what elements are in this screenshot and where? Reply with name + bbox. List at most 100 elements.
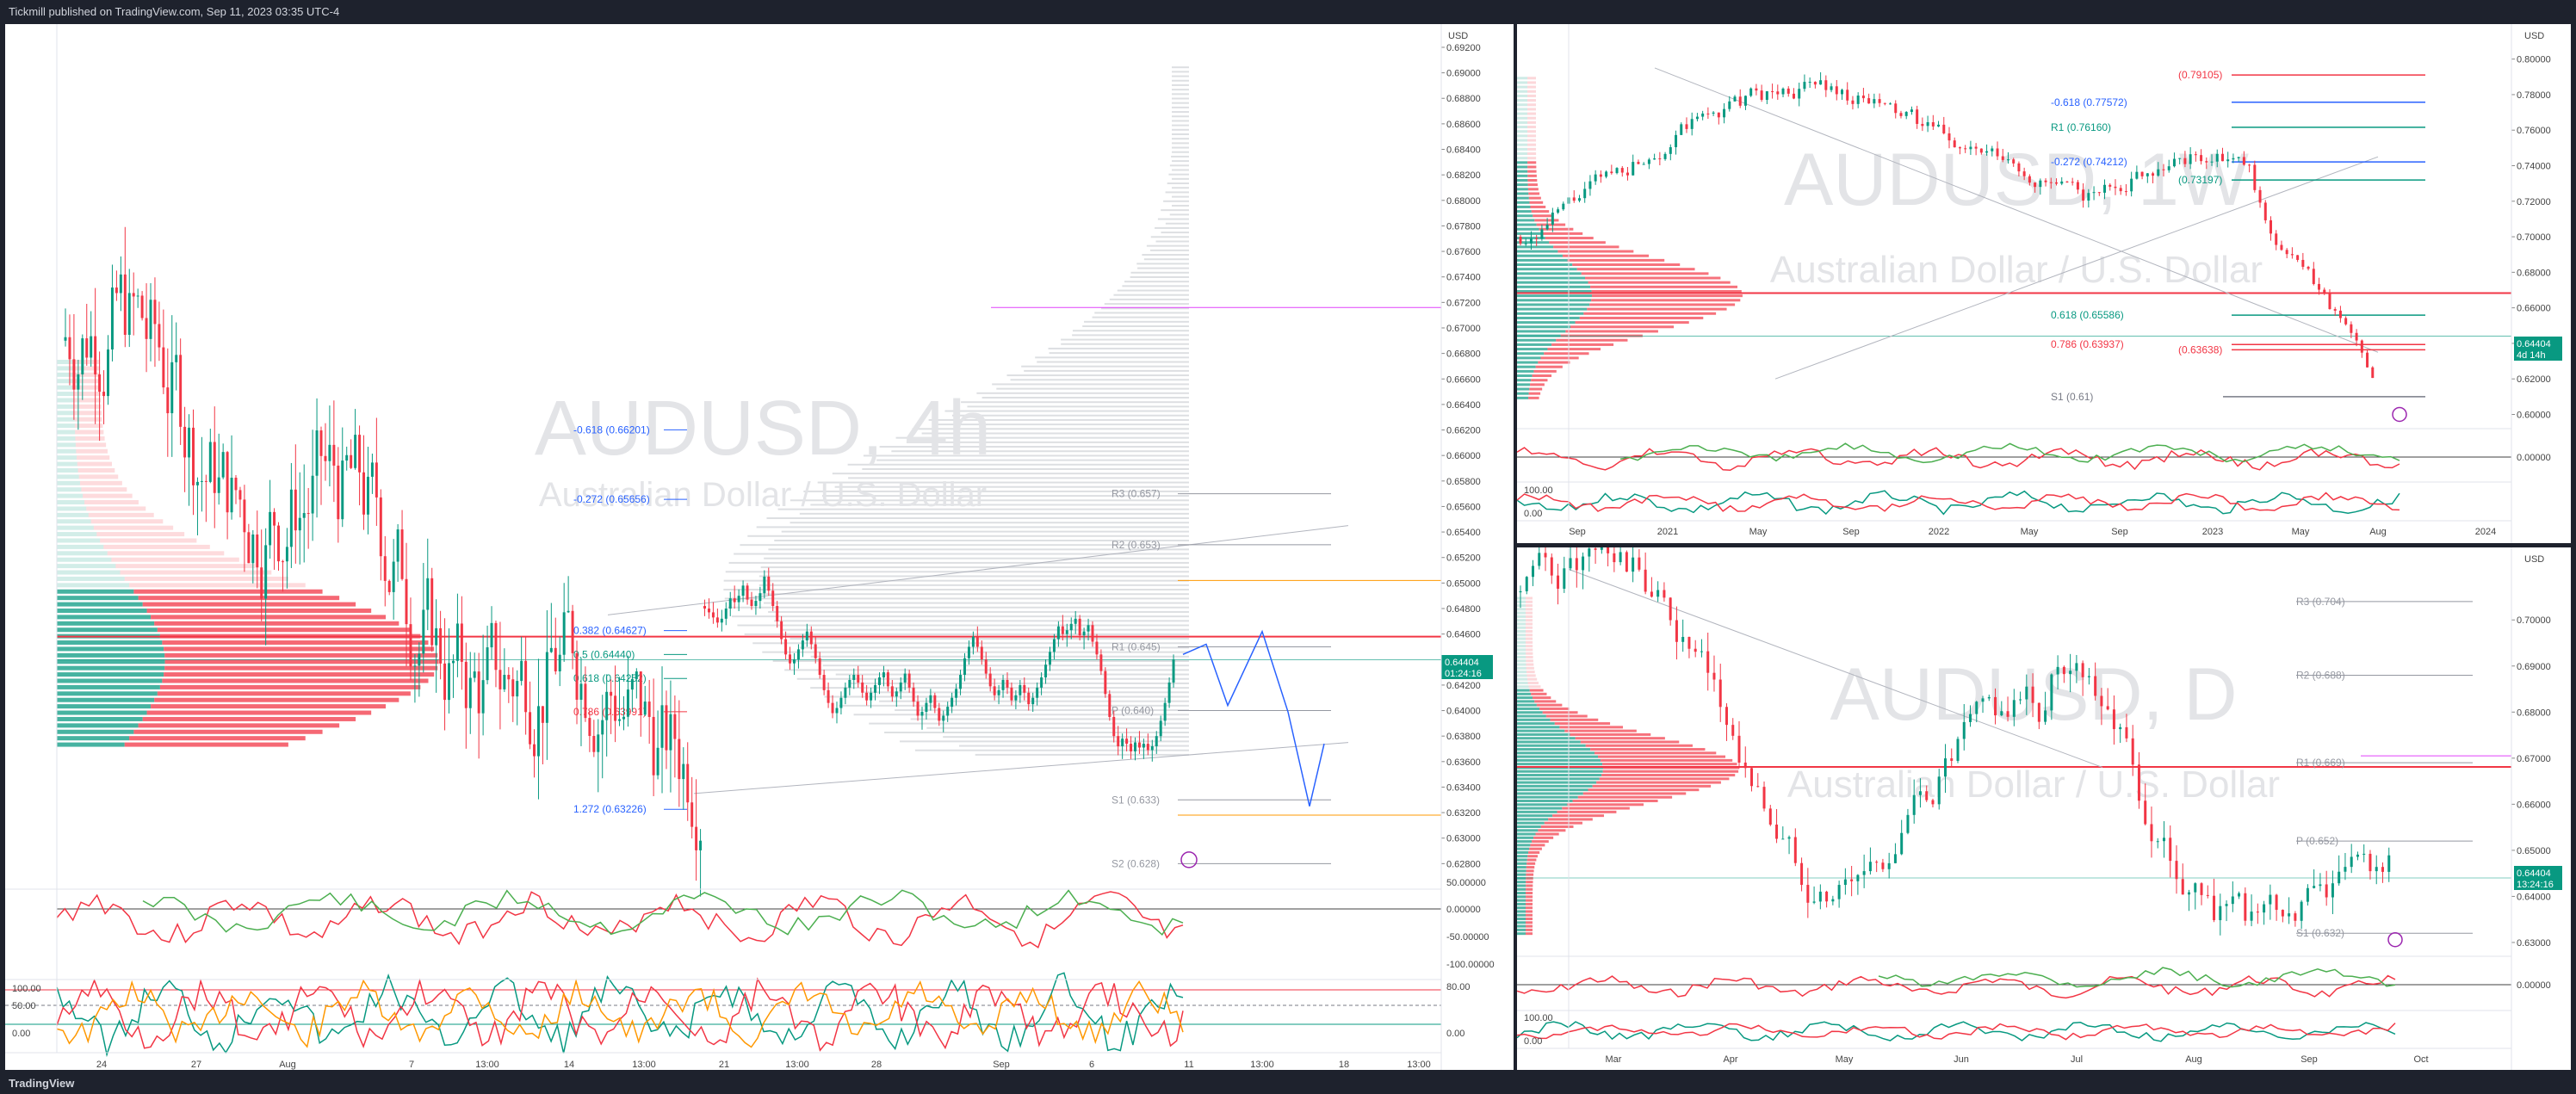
candle-body [920, 712, 924, 716]
level-label: R1 (0.76160) [2051, 121, 2111, 133]
candle-body [1771, 91, 1774, 93]
chart-d-svg[interactable]: AUDUSD, D Australian Dollar / U.S. Dolla… [1517, 547, 2571, 1070]
volume-profile-sell [77, 461, 112, 467]
volume-profile-sell [1572, 263, 1681, 267]
rsi-tick-label: 50.00000 [1446, 878, 1486, 888]
volume-profile-sell [164, 652, 438, 658]
event-icon [2387, 931, 2403, 948]
candle-body [2103, 184, 2107, 193]
volume-profile-bar [760, 566, 1189, 569]
volume-profile-buy [1517, 192, 1529, 195]
candle-body [149, 300, 152, 339]
volume-profile-buy [57, 627, 158, 633]
volume-profile-buy [1517, 365, 1536, 368]
volume-profile-bar [1124, 281, 1189, 283]
candle-body [2263, 202, 2267, 220]
volume-profile-bar [1142, 254, 1189, 257]
candle-body [2167, 166, 2170, 170]
chart-1w-panel[interactable]: AUDUSD, 1W Australian Dollar / U.S. Doll… [1517, 24, 2571, 543]
volume-profile-bar [900, 740, 1189, 743]
volume-profile-bar [895, 709, 1189, 712]
volume-profile-buy [1517, 844, 1531, 847]
candle-body [396, 529, 399, 562]
stoch-k-line [1517, 1021, 2396, 1042]
candle-body [1142, 744, 1145, 748]
chart-4h-svg[interactable]: AUDUSD, 4h Australian Dollar / U.S. Doll… [5, 24, 1514, 1070]
volume-profile-buy [1517, 276, 1585, 280]
volume-profile-buy [57, 691, 158, 696]
volume-profile-sell [1526, 652, 1533, 655]
candle-body [1868, 862, 1872, 872]
candle-body [277, 525, 280, 562]
candle-body [1931, 800, 1935, 805]
candle-body [942, 715, 945, 721]
candle-body [1040, 677, 1043, 688]
volume-profile-bar [744, 633, 1189, 635]
volume-profile-buy [57, 379, 75, 384]
price-tick-label: 0.69000 [2517, 662, 2551, 672]
volume-profile-bar [1161, 232, 1189, 234]
tradingview-logo[interactable]: TradingView [9, 1077, 75, 1090]
volume-profile-buy [1517, 81, 1527, 84]
volume-profile-buy [1517, 751, 1595, 755]
candle-body [1078, 618, 1081, 636]
candle-body [2131, 738, 2134, 765]
candle-body [1588, 548, 1591, 557]
chart-4h-panel[interactable]: AUDUSD, 4h Australian Dollar / U.S. Doll… [5, 24, 1514, 1070]
volume-profile-buy [1517, 729, 1565, 732]
candle-body [2188, 892, 2191, 895]
volume-profile-bar [832, 473, 1189, 475]
candle-body [123, 274, 127, 335]
volume-profile-bar [774, 539, 1189, 541]
candle-body [643, 702, 647, 715]
candle-body [383, 556, 387, 581]
price-tick-label: 0.66000 [1446, 451, 1481, 461]
volume-profile-buy [1517, 379, 1532, 382]
candle-body [1572, 197, 1576, 201]
volume-profile-bar [781, 530, 1189, 533]
candle-body [831, 702, 834, 714]
volume-profile-sell [1564, 729, 1637, 732]
candle-body [988, 673, 992, 687]
volume-profile-bar [737, 624, 1189, 627]
chart-1w-svg[interactable]: AUDUSD, 1W Australian Dollar / U.S. Doll… [1517, 24, 2571, 543]
candle-body [2175, 861, 2178, 880]
volume-profile-sell [1544, 821, 1582, 825]
chart-d-panel[interactable]: AUDUSD, D Australian Dollar / U.S. Dolla… [1517, 547, 2571, 1070]
volume-profile-sell [1527, 157, 1537, 160]
candle-body [1687, 636, 1691, 649]
candle-body [2025, 686, 2028, 700]
candle-body [1733, 96, 1737, 102]
volume-profile-bar [1169, 213, 1189, 216]
candle-body [1718, 679, 1722, 708]
volume-profile-buy [57, 652, 165, 658]
volume-profile-bar [891, 450, 1189, 453]
volume-profile-buy [1517, 174, 1528, 177]
candle-body [1694, 648, 1697, 652]
candle-body [1725, 707, 1728, 726]
candle-body [1658, 158, 1662, 160]
volume-profile-sell [1527, 126, 1537, 129]
volume-profile-sell [1562, 807, 1630, 810]
pivot-label: P (0.640) [1112, 705, 1154, 717]
volume-profile-bar [810, 504, 1189, 506]
price-tick-label: 0.68000 [2517, 268, 2551, 278]
candle-body [1134, 742, 1136, 751]
volume-profile-buy [1517, 626, 1526, 629]
candle-body [2301, 259, 2305, 267]
volume-profile-bar [1146, 244, 1189, 247]
candle-body [2313, 886, 2316, 888]
volume-profile-buy [1517, 348, 1548, 351]
volume-profile-bar [766, 517, 1189, 520]
candle-body [200, 480, 203, 482]
price-tick-label: 0.80000 [2517, 55, 2551, 65]
volume-profile-sell [1527, 188, 1539, 191]
volume-profile-sell [74, 398, 102, 403]
time-tick-label: Mar [1606, 1054, 1622, 1065]
candle-body [1701, 113, 1705, 117]
volume-profile-sell [1596, 781, 1721, 784]
volume-profile-buy [57, 602, 143, 607]
volume-profile-sell [1526, 899, 1533, 902]
candle-body [1906, 814, 1910, 833]
volume-profile-bar [760, 593, 1189, 596]
